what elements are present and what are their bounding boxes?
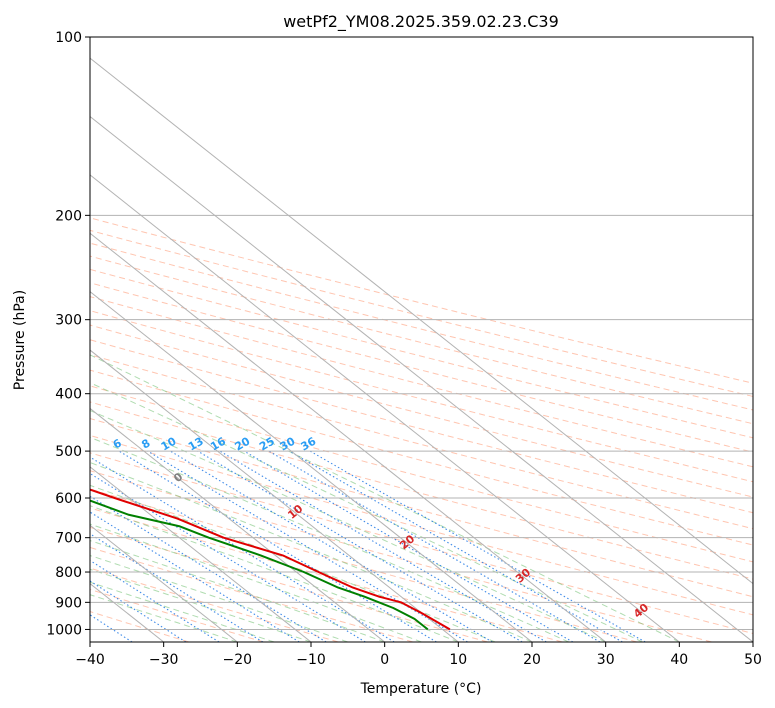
y-tick-label: 1000 bbox=[46, 622, 82, 638]
moist-adiabat-line bbox=[90, 581, 275, 642]
mixing-ratio-line bbox=[289, 450, 623, 642]
plot-frame bbox=[89, 36, 754, 643]
mixing-ratio-line bbox=[219, 450, 547, 642]
y-tick-label: 300 bbox=[55, 313, 82, 329]
moist-adiabat-line bbox=[90, 409, 606, 642]
mixing-ratio-line bbox=[268, 450, 601, 642]
y-tick-label: 500 bbox=[55, 444, 82, 460]
mixing-ratio-line bbox=[90, 559, 220, 642]
dry-adiabat-line bbox=[90, 369, 753, 546]
x-tick-label: 50 bbox=[744, 652, 762, 668]
isotherm-line bbox=[90, 174, 680, 642]
y-tick-label: 900 bbox=[55, 595, 82, 611]
x-tick-label: 0 bbox=[380, 652, 389, 668]
dry-adiabat-line bbox=[90, 434, 753, 616]
dewpoint-line bbox=[90, 499, 429, 631]
y-tick-label: 700 bbox=[55, 531, 82, 547]
moist-adiabat-line bbox=[90, 382, 643, 642]
x-tick-label: −10 bbox=[296, 652, 326, 668]
x-axis: −40 −30 −20 −10 0 10 20 30 40 50 bbox=[75, 642, 762, 668]
isotherm-line bbox=[90, 232, 606, 642]
moist-adiabat-line bbox=[90, 354, 680, 642]
dry-adiabat-line bbox=[90, 470, 712, 642]
x-tick-label: 40 bbox=[670, 652, 688, 668]
isotherm-line bbox=[90, 291, 533, 642]
moist-adiabat-line bbox=[90, 540, 385, 642]
x-axis-label: Temperature (°C) bbox=[360, 681, 482, 697]
dry-adiabat-line bbox=[90, 526, 488, 642]
y-tick-label: 800 bbox=[55, 565, 82, 581]
dry-adiabat-line bbox=[90, 488, 638, 642]
x-tick-label: −20 bbox=[223, 652, 253, 668]
dry-adiabat-line bbox=[90, 229, 753, 397]
isotherm-line bbox=[90, 57, 753, 585]
y-tick-label: 400 bbox=[55, 387, 82, 403]
mixing-ratio-line bbox=[90, 533, 264, 642]
moist-adiabat-line bbox=[90, 554, 348, 642]
x-tick-label: −30 bbox=[149, 652, 179, 668]
mixing-ratio-line bbox=[90, 472, 366, 642]
mixing-ratio-line bbox=[118, 450, 437, 642]
mixing-ratio-line bbox=[90, 456, 395, 642]
dry-adiabat-line bbox=[90, 255, 753, 425]
moist-adiabat-line bbox=[90, 594, 238, 642]
isotherm-line bbox=[90, 524, 238, 642]
profile-lines bbox=[90, 488, 451, 631]
moist-adiabat-line bbox=[90, 505, 459, 642]
dry-adiabat-line bbox=[90, 417, 753, 598]
isotherm-line bbox=[90, 115, 753, 642]
dry-adiabat-line bbox=[90, 268, 753, 439]
y-axis-label: Pressure (hPa) bbox=[12, 290, 28, 390]
x-tick-label: 10 bbox=[449, 652, 467, 668]
background-lines bbox=[90, 37, 753, 642]
x-tick-label: −40 bbox=[75, 652, 105, 668]
isotherm-line bbox=[90, 466, 312, 642]
x-tick-label: 30 bbox=[597, 652, 615, 668]
x-tick-label: 20 bbox=[523, 652, 541, 668]
isotherm-line bbox=[90, 407, 385, 642]
y-axis: 100 200 300 400 500 600 700 800 900 1000 bbox=[46, 30, 90, 638]
mixing-ratio-line bbox=[147, 450, 468, 642]
mixing-ratio-line bbox=[90, 495, 327, 642]
y-tick-label: 100 bbox=[55, 30, 82, 46]
moist-adiabat-line bbox=[90, 461, 533, 642]
chart-title: wetPf2_YM08.2025.359.02.23.C39 bbox=[283, 12, 559, 32]
temperature-line bbox=[90, 488, 451, 631]
dry-adiabat-line bbox=[90, 385, 753, 563]
dry-adiabat-line bbox=[90, 588, 264, 642]
y-tick-label: 200 bbox=[55, 208, 82, 224]
mixing-ratio-line bbox=[90, 511, 300, 642]
isotherm-line bbox=[90, 349, 459, 642]
dry-adiabat-line bbox=[90, 401, 753, 580]
mixing-ratio-line bbox=[243, 450, 574, 642]
y-tick-label: 600 bbox=[55, 491, 82, 507]
